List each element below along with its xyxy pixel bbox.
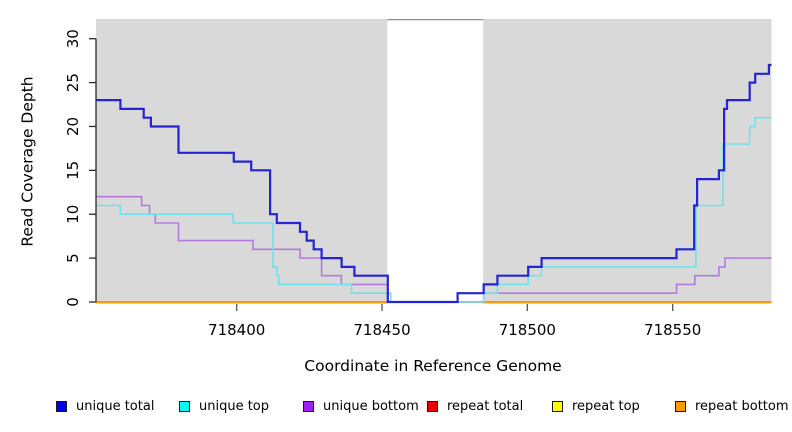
x-tick-label: 718550: [644, 321, 701, 339]
chart-legend: unique total unique top unique bottom repea…: [0, 398, 792, 420]
legend-swatch-repeat-total: [427, 400, 438, 412]
y-tick-label: 0: [64, 297, 82, 307]
legend-label: repeat total: [447, 398, 524, 414]
legend-label: repeat bottom: [695, 398, 789, 414]
y-tick-label: 5: [64, 253, 82, 263]
y-axis: 0 5 10 15 20 25 30: [64, 29, 97, 307]
legend-item-repeat-bottom: repeat bottom: [675, 398, 789, 414]
y-tick-label: 20: [64, 117, 82, 136]
legend-item-repeat-total: repeat total: [427, 398, 523, 414]
y-axis-title: Read Coverage Depth: [18, 76, 36, 246]
coverage-chart: 0 5 10 15 20 25 30 718400 718450 718500 718550 Re…: [18, 19, 772, 375]
y-tick-label: 30: [64, 29, 82, 48]
legend-label: repeat top: [572, 398, 640, 414]
legend-item-unique-top: unique top: [179, 398, 269, 414]
legend-label: unique top: [199, 398, 270, 414]
legend-swatch-unique-top: [179, 400, 190, 412]
y-tick-label: 25: [64, 73, 82, 92]
legend-item-unique-total: unique total: [56, 398, 154, 414]
legend-swatch-repeat-top: [552, 400, 563, 412]
series-line-unique-total: [96, 63, 772, 304]
x-tick-label: 718450: [353, 321, 410, 339]
legend-swatch-unique-total: [56, 400, 67, 412]
y-tick-label: 10: [64, 205, 82, 224]
x-tick-label: 718500: [499, 321, 556, 339]
x-axis-title: Coordinate in Reference Genome: [304, 357, 561, 375]
x-tick-label: 718400: [208, 321, 265, 339]
legend-swatch-repeat-bottom: [675, 400, 686, 412]
legend-item-unique-bottom: unique bottom: [303, 398, 419, 414]
legend-label: unique total: [76, 398, 155, 414]
legend-item-repeat-top: repeat top: [552, 398, 640, 414]
x-axis: 718400 718450 718500 718550: [208, 304, 701, 339]
coverage-gap-band: [387, 19, 484, 304]
legend-label: unique bottom: [323, 398, 419, 414]
y-tick-label: 15: [64, 161, 82, 180]
legend-swatch-unique-bottom: [303, 400, 314, 412]
series-lines: [96, 63, 772, 304]
